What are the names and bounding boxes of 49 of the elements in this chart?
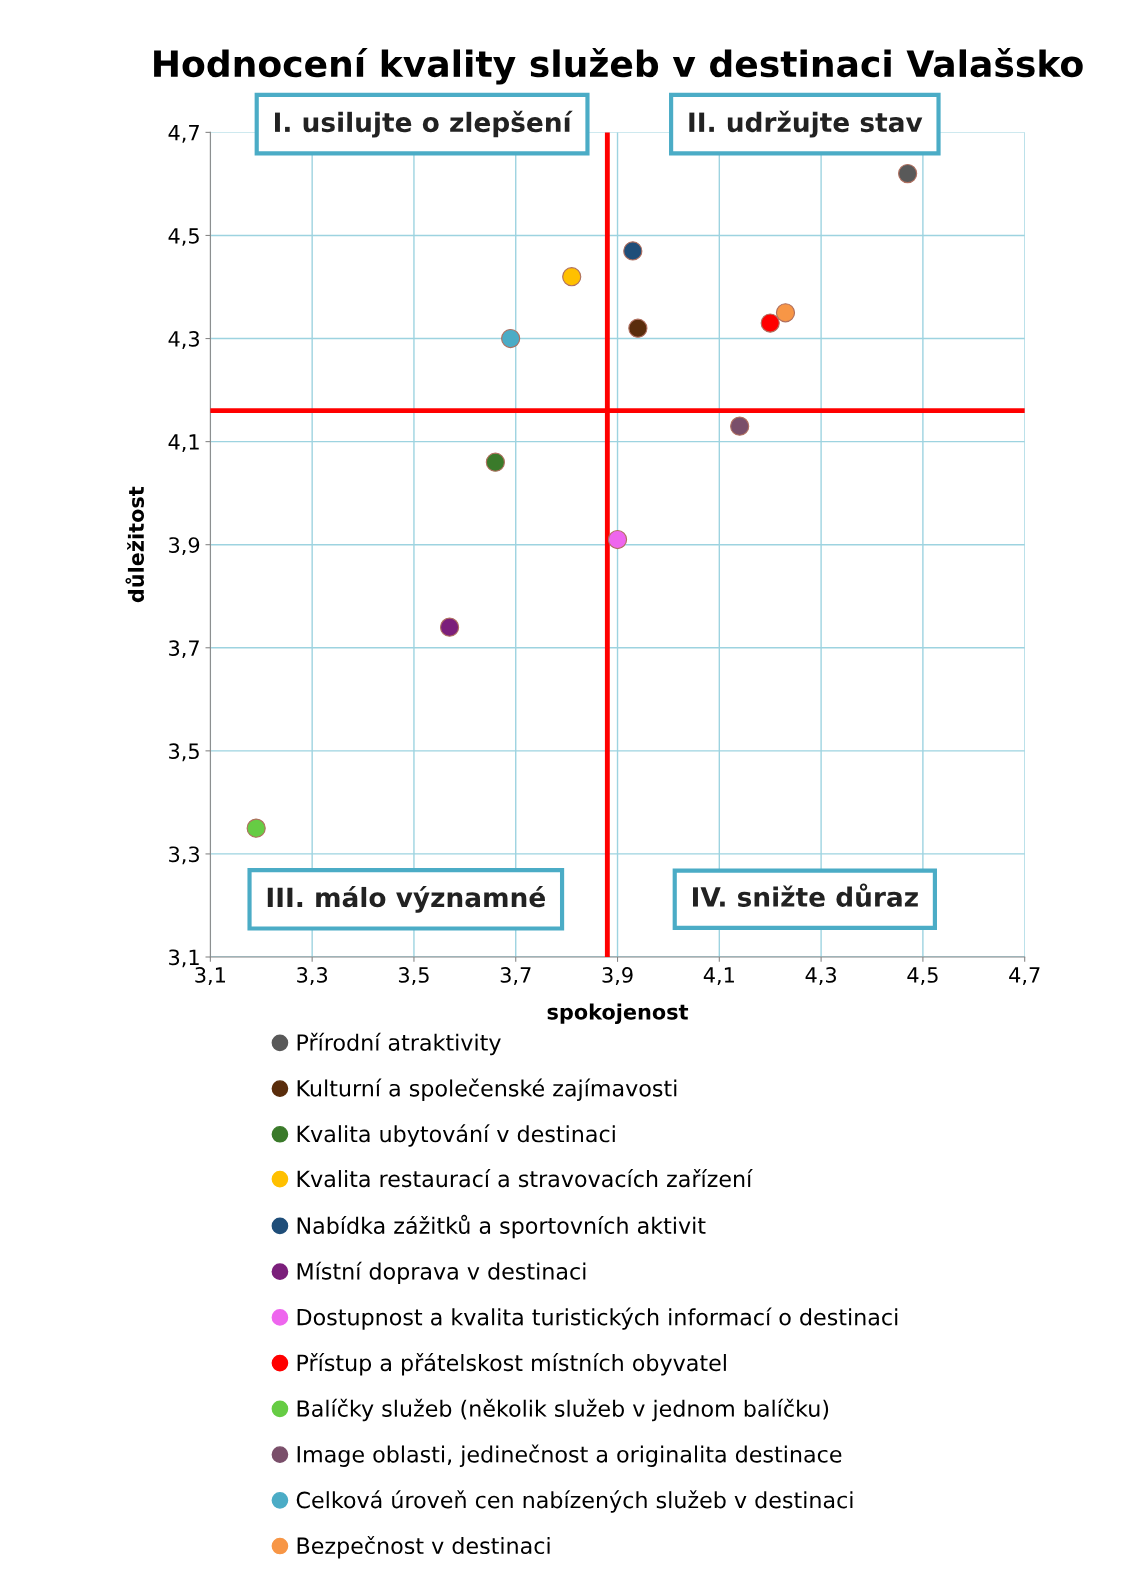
- y-tick-label: 3,9: [169, 537, 200, 556]
- y-tick-label: 3,5: [169, 743, 199, 762]
- x-tick-label: 3,5: [398, 967, 429, 985]
- y-tick-label: 3,1: [169, 949, 199, 968]
- point: [485, 452, 505, 472]
- annotation: III. málo významné: [267, 885, 545, 913]
- x-tick-label: 4,7: [1009, 967, 1040, 985]
- x-axis-title: spokojenost: [547, 1003, 689, 1024]
- point: [246, 818, 266, 838]
- legend-label: Balíčky služeb (několik služeb v jednom balíčku): [297, 1398, 829, 1422]
- x-tick-label: 3,7: [500, 967, 531, 985]
- legend-label: Nabídka zážitků a sportovních aktivit: [297, 1214, 706, 1239]
- x-tick-label: 3,3: [297, 967, 328, 985]
- legend-label: Image oblasti, jedinečnost a originalita destinace: [297, 1444, 842, 1467]
- y-tick-label: 3,3: [169, 846, 199, 865]
- legend-label: Kvalita restaurací a stravovacích zařízení: [297, 1169, 753, 1188]
- annotation: I. usilujte o zlepšení: [274, 110, 573, 138]
- y-tick-label: 4,5: [168, 228, 199, 246]
- legend-label: Kvalita ubytování v destinaci: [297, 1124, 615, 1147]
- point: [439, 617, 460, 637]
- y-tick-label: 4,1: [168, 434, 199, 452]
- x-tick-label: 4,3: [805, 967, 836, 985]
- point: [623, 241, 643, 261]
- point: [775, 303, 796, 323]
- legend-label: Kulturní a společenské zajímavosti: [297, 1078, 677, 1101]
- x-tick-label: 3,9: [602, 967, 633, 985]
- x-tick-label: 3,1: [195, 967, 226, 985]
- legend-label: Přírodní atraktivity: [297, 1032, 501, 1056]
- point: [628, 318, 648, 338]
- x-tick-label: 4,1: [703, 967, 734, 985]
- y-tick-label: 3,7: [169, 640, 199, 659]
- annotation: IV. snižte důraz: [692, 883, 918, 907]
- legend-label: Bezpečnost v destinaci: [297, 1536, 550, 1559]
- point: [898, 164, 918, 184]
- chart-title: Hodnocení kvality služeb v destinaci Valašsko: [154, 47, 1083, 85]
- point: [501, 328, 521, 349]
- legend-label: Místní doprava v destinaci: [297, 1261, 586, 1285]
- point: [607, 529, 628, 550]
- annotation: II. udržujte stav: [689, 110, 923, 138]
- x-tick-label: 4,5: [907, 967, 938, 985]
- legend-label: Dostupnost a kvalita turistických informací o destinaci: [297, 1307, 898, 1330]
- legend-label: Přístup a přátelskost místních obyvatel: [297, 1353, 726, 1376]
- legend-label: Celková úroveň cen nabízených služeb v destinaci: [296, 1490, 853, 1513]
- y-tick-label: 4,3: [168, 330, 199, 349]
- point: [730, 416, 750, 436]
- point: [760, 313, 780, 333]
- point: [562, 267, 582, 287]
- y-tick-label: 4,7: [168, 125, 199, 143]
- y-axis-title: důležitost: [125, 486, 145, 603]
